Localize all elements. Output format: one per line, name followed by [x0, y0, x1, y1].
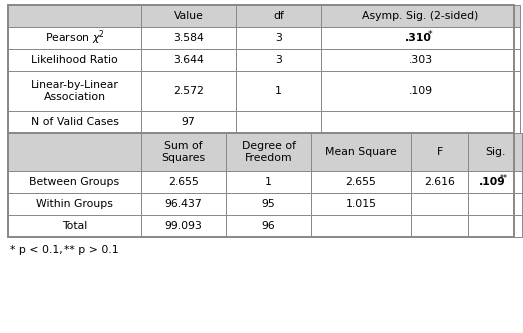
- Text: * p < 0.1,: * p < 0.1,: [10, 245, 63, 255]
- Text: Likelihood Ratio: Likelihood Ratio: [31, 55, 118, 65]
- Bar: [141, 171, 226, 193]
- Text: Between Groups: Between Groups: [29, 177, 120, 187]
- Bar: [8, 27, 141, 49]
- Bar: [226, 193, 311, 215]
- Text: Linear-by-Linear
Association: Linear-by-Linear Association: [30, 80, 118, 102]
- Text: .303: .303: [408, 55, 433, 65]
- Bar: [468, 193, 522, 215]
- Bar: [411, 215, 468, 237]
- Text: Total: Total: [62, 221, 87, 231]
- Bar: [141, 133, 226, 171]
- Bar: [311, 133, 411, 171]
- Bar: [236, 71, 321, 111]
- Bar: [141, 111, 236, 133]
- Text: F: F: [436, 147, 442, 157]
- Bar: [311, 215, 411, 237]
- Text: 1: 1: [275, 86, 282, 96]
- Text: Mean Square: Mean Square: [325, 147, 397, 157]
- Bar: [321, 71, 520, 111]
- Text: 3.584: 3.584: [173, 33, 204, 43]
- Text: *: *: [428, 30, 433, 39]
- Bar: [321, 5, 520, 27]
- Bar: [411, 133, 468, 171]
- Text: N of Valid Cases: N of Valid Cases: [30, 117, 118, 127]
- Bar: [321, 27, 520, 49]
- Bar: [226, 133, 311, 171]
- Bar: [226, 171, 311, 193]
- Text: 3.644: 3.644: [173, 55, 204, 65]
- Text: 1: 1: [265, 177, 272, 187]
- Text: 1.015: 1.015: [346, 199, 377, 209]
- Text: Asymp. Sig. (2-sided): Asymp. Sig. (2-sided): [362, 11, 479, 21]
- Bar: [236, 5, 321, 27]
- Bar: [311, 193, 411, 215]
- Text: .109: .109: [479, 177, 505, 187]
- Text: Sum of
Squares: Sum of Squares: [162, 141, 206, 163]
- Text: 2.655: 2.655: [168, 177, 199, 187]
- Bar: [8, 71, 141, 111]
- Text: .310: .310: [405, 33, 432, 43]
- Text: 96.437: 96.437: [165, 199, 202, 209]
- Bar: [8, 5, 141, 27]
- Bar: [321, 49, 520, 71]
- Bar: [236, 27, 321, 49]
- Bar: [226, 215, 311, 237]
- Text: .109: .109: [408, 86, 433, 96]
- Text: Value: Value: [174, 11, 203, 21]
- Text: 97: 97: [181, 117, 196, 127]
- Text: 99.093: 99.093: [165, 221, 202, 231]
- Bar: [236, 49, 321, 71]
- Bar: [321, 111, 520, 133]
- Text: Sig.: Sig.: [485, 147, 505, 157]
- Bar: [8, 111, 141, 133]
- Bar: [8, 5, 514, 237]
- Text: **: **: [500, 173, 508, 182]
- Text: Within Groups: Within Groups: [36, 199, 113, 209]
- Bar: [468, 171, 522, 193]
- Text: Degree of
Freedom: Degree of Freedom: [242, 141, 295, 163]
- Bar: [141, 5, 236, 27]
- Bar: [141, 193, 226, 215]
- Text: 2.616: 2.616: [424, 177, 455, 187]
- Bar: [8, 133, 141, 171]
- Text: Pearson $\chi^2$: Pearson $\chi^2$: [44, 29, 105, 47]
- Bar: [468, 133, 522, 171]
- Text: 2.655: 2.655: [346, 177, 377, 187]
- Bar: [311, 171, 411, 193]
- Bar: [8, 193, 141, 215]
- Text: 96: 96: [262, 221, 276, 231]
- Text: 3: 3: [275, 33, 282, 43]
- Text: 2.572: 2.572: [173, 86, 204, 96]
- Bar: [141, 71, 236, 111]
- Bar: [141, 49, 236, 71]
- Text: ** p > 0.1: ** p > 0.1: [64, 245, 119, 255]
- Bar: [8, 215, 141, 237]
- Bar: [141, 215, 226, 237]
- Bar: [468, 215, 522, 237]
- Bar: [141, 27, 236, 49]
- Text: df: df: [273, 11, 284, 21]
- Text: 3: 3: [275, 55, 282, 65]
- Bar: [8, 49, 141, 71]
- Bar: [411, 171, 468, 193]
- Bar: [236, 111, 321, 133]
- Bar: [411, 193, 468, 215]
- Bar: [8, 171, 141, 193]
- Text: 95: 95: [262, 199, 276, 209]
